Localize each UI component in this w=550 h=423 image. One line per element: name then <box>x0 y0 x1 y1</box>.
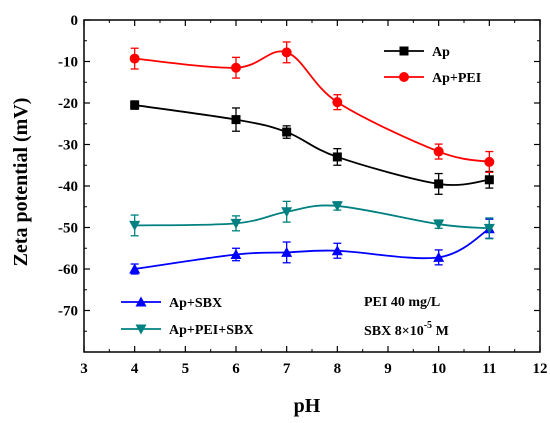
y-tick-label: -40 <box>58 179 78 195</box>
series-layer <box>129 41 495 275</box>
sbx-concentration-annotation: SBX 8×10-5 M <box>364 320 449 339</box>
data-point-ap-pei-sbx <box>331 201 343 212</box>
data-point-ap <box>231 115 241 125</box>
data-point-ap-pei <box>433 146 444 157</box>
y-tick-label: 0 <box>71 13 79 29</box>
legend-swatch-marker <box>399 72 409 82</box>
data-point-ap-sbx <box>331 245 343 256</box>
legend-top-right: Ap Ap+PEI <box>384 45 481 86</box>
data-point-ap-sbx <box>281 246 293 257</box>
series-ap <box>130 100 494 195</box>
legend-bottom-left: Ap+SBX Ap+PEI+SBX <box>121 296 253 338</box>
y-tick-label: -30 <box>58 138 78 154</box>
legend-swatch-marker <box>135 324 147 335</box>
legend-swatch-marker <box>135 296 147 307</box>
x-tick-label: 6 <box>232 361 240 377</box>
sbx-annotation-unit: M <box>432 324 449 339</box>
data-point-ap-pei-sbx <box>433 219 445 230</box>
pei-concentration-annotation: PEI 40 mg/L <box>364 295 440 310</box>
data-point-ap-pei-sbx <box>281 207 293 218</box>
series-ap-pei <box>129 41 495 173</box>
legend-label: Ap <box>432 45 450 60</box>
data-point-ap-pei <box>484 156 495 167</box>
x-tick-label: 10 <box>431 361 446 377</box>
data-point-ap-pei <box>129 53 140 64</box>
x-axis-label: pH <box>294 395 321 417</box>
x-tick-label: 11 <box>482 361 496 377</box>
data-point-ap-pei <box>231 62 241 73</box>
data-point-ap <box>282 127 292 137</box>
sbx-annotation-base: SBX 8×10 <box>364 324 424 339</box>
y-tick-label: -70 <box>58 304 78 320</box>
data-point-ap-sbx <box>433 251 445 262</box>
x-tick-label: 4 <box>131 361 139 377</box>
legend-entry-ap-pei: Ap+PEI <box>384 71 481 86</box>
axes: 3 4 5 6 7 8 9 10 11 12 0 -10 -20 -30 -40 -50 -60 -70 <box>58 13 548 377</box>
legend-entry-ap: Ap <box>384 45 450 60</box>
x-tick-label: 5 <box>182 361 190 377</box>
legend-entry-ap-sbx: Ap+SBX <box>121 296 222 311</box>
data-point-ap <box>484 175 494 185</box>
data-point-ap-pei <box>281 47 292 58</box>
data-point-ap-pei-sbx <box>230 218 242 229</box>
x-tick-label: 8 <box>334 361 342 377</box>
y-tick-label: -60 <box>58 262 78 278</box>
data-point-ap-sbx <box>129 263 141 274</box>
legend-label: Ap+SBX <box>169 296 222 311</box>
y-axis-label: Zeta potential (mV) <box>10 98 32 267</box>
data-point-ap <box>332 152 342 162</box>
legend-label: Ap+PEI+SBX <box>169 323 253 338</box>
series-ap-pei-sbx <box>129 200 495 240</box>
data-point-ap <box>434 179 444 189</box>
legend-swatch-marker <box>399 46 409 56</box>
legend-label: Ap+PEI <box>432 71 481 86</box>
data-point-ap-pei-sbx <box>483 223 495 234</box>
data-point-ap <box>130 100 140 110</box>
x-tick-label: 7 <box>283 361 291 377</box>
data-point-ap-sbx <box>230 248 242 259</box>
y-tick-label: -10 <box>58 55 78 71</box>
legend: Ap Ap+PEI Ap+SBX Ap+PEI+SBX <box>121 45 481 338</box>
data-point-ap-pei <box>332 97 343 108</box>
y-tick-label: -50 <box>58 221 78 237</box>
series-line-ap-sbx <box>134 227 490 270</box>
x-tick-label: 3 <box>80 361 88 377</box>
y-tick-label: -20 <box>58 96 78 112</box>
x-tick-label: 9 <box>384 361 392 377</box>
series-ap-sbx <box>129 218 495 275</box>
data-point-ap-pei-sbx <box>129 220 141 231</box>
x-tick-label: 12 <box>533 361 548 377</box>
sbx-annotation-exponent: -5 <box>424 320 432 331</box>
legend-entry-ap-pei-sbx: Ap+PEI+SBX <box>121 323 253 338</box>
